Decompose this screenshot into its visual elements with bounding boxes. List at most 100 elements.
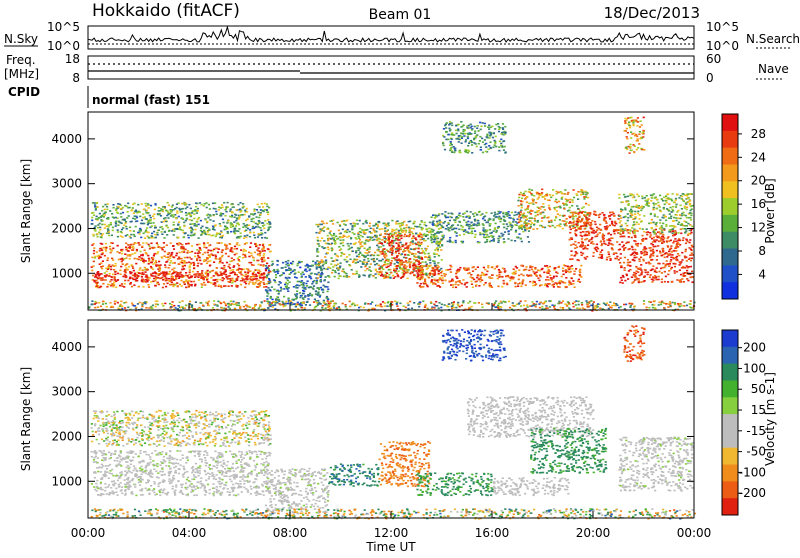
power-cell — [570, 250, 572, 252]
power-cell — [222, 235, 224, 237]
power-cell — [433, 271, 435, 273]
power-cell — [179, 252, 181, 254]
power-cell — [323, 223, 325, 225]
power-cell — [152, 263, 154, 265]
power-cell — [423, 238, 425, 240]
power-cell — [544, 198, 546, 200]
power-cell — [534, 281, 536, 283]
power-cell — [230, 270, 232, 272]
power-cell — [459, 221, 461, 223]
power-cell — [385, 224, 387, 226]
power-cell — [221, 232, 223, 234]
power-cell — [489, 223, 491, 225]
power-cell — [252, 218, 254, 220]
power-cell — [512, 218, 514, 220]
power-cell — [133, 270, 135, 272]
power-cell — [213, 275, 215, 277]
power-cell — [171, 254, 173, 256]
power-cell — [496, 275, 498, 277]
power-cell — [251, 221, 253, 223]
power-cell — [383, 248, 385, 250]
power-cell — [300, 273, 302, 275]
power-cell — [132, 249, 134, 251]
power-cell — [173, 270, 175, 272]
power-cell — [409, 273, 411, 275]
power-cell — [132, 244, 134, 246]
power-cell — [537, 220, 539, 222]
power-cell — [344, 275, 346, 277]
power-cell — [614, 233, 616, 235]
power-cell — [181, 285, 183, 287]
power-cell — [687, 241, 689, 243]
power-cell — [601, 249, 603, 251]
power-cell — [175, 278, 177, 280]
power-cell — [674, 270, 676, 272]
power-cell — [150, 205, 152, 207]
power-cell — [117, 206, 119, 208]
power-cell — [233, 221, 235, 223]
power-cell — [459, 152, 461, 154]
power-cell — [689, 254, 691, 256]
power-cell — [278, 299, 280, 301]
power-cell — [561, 281, 563, 283]
power-cell — [475, 281, 477, 283]
power-cell — [502, 234, 504, 236]
power-cell — [580, 235, 582, 237]
power-cell — [428, 228, 430, 230]
power-cell — [406, 266, 408, 268]
power-cell — [242, 226, 244, 228]
power-cell — [662, 239, 664, 241]
power-cell — [658, 271, 660, 273]
power-cell — [520, 210, 522, 212]
power-cell — [469, 141, 471, 143]
power-cell — [168, 205, 170, 207]
power-cell — [528, 223, 530, 225]
power-cell — [305, 283, 307, 285]
power-cell — [361, 254, 363, 256]
power-cell — [182, 248, 184, 250]
power-cell — [546, 276, 548, 278]
power-cell — [311, 294, 313, 296]
power-cell — [208, 234, 210, 236]
power-cell — [157, 244, 159, 246]
power-cell — [240, 249, 242, 251]
power-cell — [522, 282, 524, 284]
power-cell — [391, 229, 393, 231]
power-cell — [253, 274, 255, 276]
power-cell — [562, 203, 564, 205]
power-cell — [552, 281, 554, 283]
power-cell — [565, 225, 567, 227]
power-cell — [370, 228, 372, 230]
power-cell — [462, 131, 464, 133]
power-cell — [265, 270, 267, 272]
power-cell — [234, 228, 236, 230]
power-cell — [332, 223, 334, 225]
power-cell — [577, 214, 579, 216]
power-cell — [173, 267, 175, 269]
power-cell — [269, 279, 271, 281]
power-cell — [203, 230, 205, 232]
power-cell — [245, 274, 247, 276]
power-cell — [635, 257, 637, 259]
power-cell — [474, 230, 476, 232]
power-cell — [448, 223, 450, 225]
power-cell — [386, 230, 388, 232]
power-cell — [228, 281, 230, 283]
power-cell — [670, 245, 672, 247]
power-cell — [473, 266, 475, 268]
date-title: 18/Dec/2013 — [604, 4, 700, 22]
power-cell — [173, 234, 175, 236]
power-cell — [126, 228, 128, 230]
power-cell — [379, 229, 381, 231]
power-cell — [483, 227, 485, 229]
power-cell — [247, 218, 249, 220]
power-cell — [129, 230, 131, 232]
power-cell — [425, 274, 427, 276]
power-cell — [122, 212, 124, 214]
power-cell — [440, 272, 442, 274]
power-cell — [256, 216, 258, 218]
power-cell — [484, 269, 486, 271]
power-cell — [236, 253, 238, 255]
power-cell — [475, 284, 477, 286]
power-cell — [319, 231, 321, 233]
